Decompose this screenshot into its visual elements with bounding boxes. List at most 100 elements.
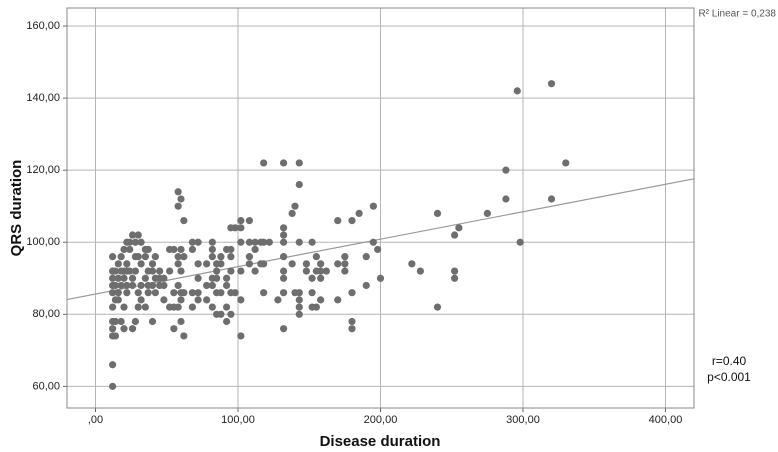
- data-point: [227, 245, 235, 254]
- data-point: [280, 224, 288, 232]
- data-point: [317, 260, 325, 268]
- data-point: [227, 267, 235, 275]
- data-point: [295, 159, 303, 167]
- data-point: [231, 289, 239, 297]
- data-point: [109, 253, 117, 261]
- data-point: [312, 303, 320, 311]
- data-point: [180, 217, 188, 225]
- data-point: [208, 281, 216, 290]
- data-point: [109, 382, 117, 390]
- data-point: [288, 209, 296, 218]
- data-point: [134, 231, 142, 239]
- data-point: [144, 289, 152, 297]
- data-point: [160, 296, 168, 304]
- correlation-label: r=0.40: [712, 354, 747, 368]
- data-point: [148, 281, 157, 290]
- data-point: [128, 325, 137, 333]
- data-point: [203, 260, 211, 268]
- data-point: [114, 260, 122, 268]
- data-point: [562, 159, 570, 167]
- data-point: [134, 303, 142, 311]
- data-point: [341, 267, 349, 275]
- x-tick-label: ,00: [88, 414, 103, 426]
- data-point: [180, 253, 188, 261]
- data-point: [208, 303, 216, 311]
- data-point: [280, 238, 288, 246]
- data-point: [237, 224, 245, 232]
- data-point: [131, 317, 139, 326]
- data-point: [334, 260, 342, 268]
- data-point: [194, 238, 202, 246]
- data-point: [265, 238, 273, 246]
- data-point: [208, 253, 216, 261]
- data-point: [217, 289, 225, 297]
- data-point: [128, 274, 137, 282]
- data-point: [177, 245, 185, 254]
- data-point: [227, 310, 235, 318]
- data-point: [148, 260, 157, 268]
- data-point: [302, 267, 310, 275]
- data-point: [237, 238, 245, 246]
- data-point: [223, 317, 231, 326]
- data-point: [223, 303, 231, 311]
- x-tick-label: 200,00: [364, 414, 398, 426]
- y-tick-label: 100,00: [26, 236, 60, 248]
- data-point: [280, 325, 288, 333]
- data-point: [280, 159, 288, 167]
- data-point: [362, 253, 370, 261]
- y-tick-label: 160,00: [26, 20, 60, 32]
- data-point: [151, 253, 159, 261]
- data-point: [237, 332, 245, 340]
- data-point: [170, 245, 178, 254]
- data-point: [451, 231, 459, 239]
- data-point: [369, 238, 377, 246]
- data-point: [120, 274, 128, 282]
- data-point: [341, 260, 349, 268]
- data-point: [341, 253, 349, 261]
- data-point: [217, 260, 225, 268]
- fit-line: [66, 178, 695, 301]
- data-point: [274, 296, 282, 304]
- data-point: [166, 267, 174, 275]
- data-point: [177, 267, 185, 275]
- data-point: [260, 260, 268, 268]
- data-point: [295, 289, 303, 297]
- data-point: [369, 202, 377, 210]
- data-point: [260, 238, 268, 246]
- data-point: [322, 267, 330, 275]
- data-point: [188, 289, 196, 297]
- data-point: [348, 325, 356, 333]
- data-point: [188, 245, 196, 254]
- data-point: [128, 281, 137, 290]
- data-point: [188, 303, 196, 311]
- data-point: [312, 253, 320, 261]
- data-point: [416, 267, 424, 275]
- data-point: [174, 260, 182, 268]
- data-point: [374, 245, 382, 254]
- data-point: [280, 274, 288, 282]
- data-point: [111, 267, 120, 275]
- data-point: [134, 289, 142, 297]
- data-point: [223, 274, 231, 282]
- data-point: [177, 195, 185, 203]
- data-point: [237, 267, 245, 275]
- data-point: [308, 274, 316, 282]
- data-point: [131, 267, 139, 275]
- data-point: [131, 238, 139, 246]
- data-point: [302, 260, 310, 268]
- data-point: [111, 281, 120, 290]
- data-point: [144, 245, 152, 254]
- data-point: [355, 209, 363, 218]
- data-point: [180, 289, 188, 297]
- data-point: [109, 325, 117, 333]
- data-point: [213, 267, 221, 275]
- data-point: [280, 253, 288, 261]
- data-point: [208, 245, 216, 254]
- data-point: [317, 296, 325, 304]
- r-squared-label: R² Linear = 0,238: [698, 9, 776, 20]
- data-point: [348, 289, 356, 297]
- data-point: [180, 332, 188, 340]
- data-point: [237, 217, 245, 225]
- data-point: [251, 245, 259, 254]
